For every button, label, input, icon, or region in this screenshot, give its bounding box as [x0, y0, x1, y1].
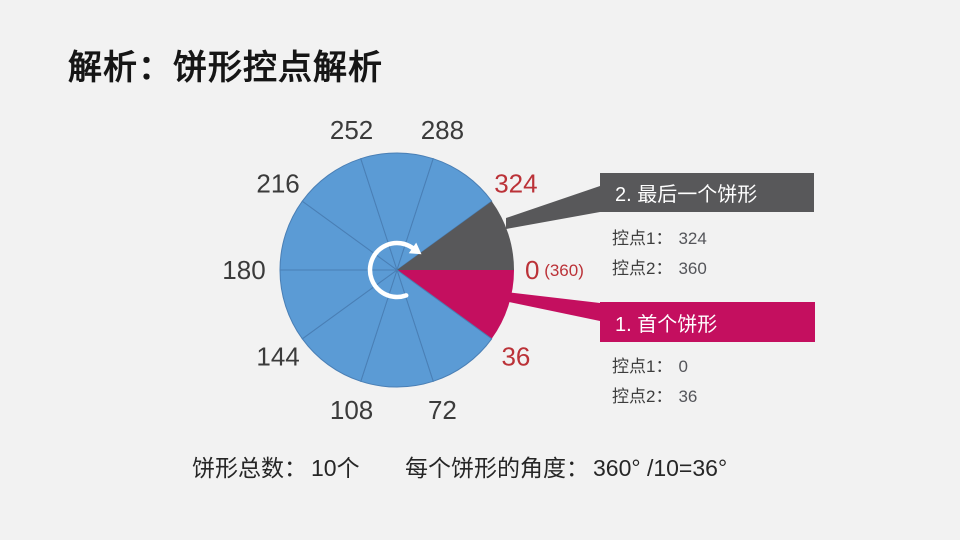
angle-label-324: 324	[494, 169, 537, 199]
callout-first-slice-title: 1. 首个饼形	[615, 313, 718, 336]
control-point-line: 控点2： 36	[612, 387, 698, 406]
callout-last-slice-details: 控点1： 324 控点2： 360	[612, 224, 707, 284]
pie-slice-0-36	[397, 270, 514, 339]
angle-label-252: 252	[330, 115, 373, 145]
angle-label-288: 288	[421, 115, 464, 145]
callout-first-slice-header: 1. 首个饼形	[600, 302, 815, 342]
angle-label-72: 72	[428, 395, 457, 425]
control-point-line: 控点1： 324	[612, 229, 707, 248]
pie-slice-36-72	[396, 268, 493, 382]
rotation-clockwise-arrow-icon	[367, 240, 422, 300]
pie-slice-324-360	[397, 201, 515, 270]
callout-last-slice-title: 2. 最后一个饼形	[615, 184, 758, 206]
angle-label-144: 144	[256, 341, 299, 371]
angle-label-36: 36	[501, 341, 530, 371]
control-point-line: 控点2： 360	[612, 259, 707, 278]
angle-label-0: 0 (360)	[525, 255, 584, 285]
pie-slice-252-288	[360, 152, 434, 272]
angle-label-108: 108	[330, 395, 373, 425]
pie-slice-216-252	[301, 158, 398, 272]
angle-label-180: 180	[222, 255, 265, 285]
pie-chart	[279, 152, 515, 388]
pie-slice-144-180	[279, 269, 399, 340]
control-point-line: 控点1： 0	[612, 357, 688, 376]
leader-line-first-slice	[506, 292, 600, 321]
angle-label-216: 216	[256, 169, 299, 199]
pie-slice-108-144	[301, 268, 398, 382]
summary-slice-angle: 每个饼形的角度： 360° /10=36°	[405, 455, 728, 481]
callout-last-slice-header: 2. 最后一个饼形	[600, 173, 814, 212]
pie-slice-72-108	[360, 268, 434, 388]
leader-line-last-slice	[506, 186, 600, 229]
callout-first-slice-details: 控点1： 0 控点2： 36	[612, 352, 697, 412]
summary-total-slices: 饼形总数： 10个	[192, 455, 360, 481]
pie-slice-288-324	[396, 158, 493, 272]
page-title: 解析：饼形控点解析	[68, 48, 383, 88]
pie-slice-180-216	[279, 200, 399, 271]
